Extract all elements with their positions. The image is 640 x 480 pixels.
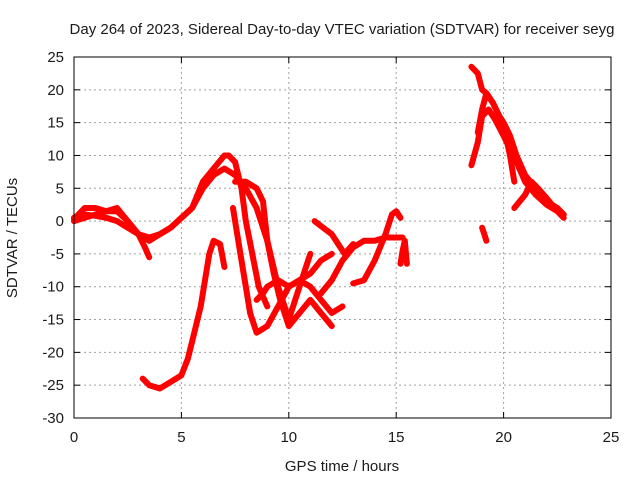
y-tick-label: 10 xyxy=(47,147,64,164)
y-tick-label: -30 xyxy=(42,410,64,427)
y-axis-label: SDTVAR / TECUs xyxy=(4,178,21,298)
y-tick-labels: -30 -25 -20 -15 -10 -5 0 5 10 15 20 25 xyxy=(42,49,64,427)
series-track-15 xyxy=(479,224,490,244)
x-tick-label: 15 xyxy=(388,429,405,446)
y-tick-label: -10 xyxy=(42,279,64,296)
series-track-3 xyxy=(71,208,153,261)
y-tick-label: -20 xyxy=(42,344,64,361)
series-track-7 xyxy=(253,250,335,303)
y-tick-label: -5 xyxy=(51,246,64,263)
series-track-4 xyxy=(139,237,228,392)
y-tick-label: 15 xyxy=(47,115,64,132)
x-tick-label: 20 xyxy=(495,429,512,446)
x-axis-label: GPS time / hours xyxy=(285,458,399,475)
series-track-10 xyxy=(350,208,404,287)
x-tick-label: 5 xyxy=(177,429,185,446)
x-tick-label: 0 xyxy=(70,429,78,446)
series-track-9 xyxy=(318,234,406,297)
y-tick-label: 0 xyxy=(56,213,64,230)
plot-frame xyxy=(73,56,612,419)
y-tick-label: -25 xyxy=(42,377,64,394)
y-tick-label: 20 xyxy=(47,82,64,99)
series-track-16 xyxy=(511,178,567,221)
chart-title: Day 264 of 2023, Sidereal Day-to-day VTE… xyxy=(70,21,615,38)
series-track-5 xyxy=(230,205,346,336)
series-track-1 xyxy=(71,165,314,323)
series-track-8 xyxy=(311,218,357,257)
series-track-11 xyxy=(397,237,410,267)
y-tick-label: 5 xyxy=(56,180,64,197)
y-tick-label: 25 xyxy=(47,49,64,66)
x-tick-label: 25 xyxy=(603,429,620,446)
y-tick-label: -15 xyxy=(42,312,64,329)
x-tick-label: 10 xyxy=(280,429,297,446)
series-track-6 xyxy=(232,178,335,330)
x-tick-labels: 0 5 10 15 20 25 xyxy=(70,429,620,446)
data-series xyxy=(71,63,567,392)
